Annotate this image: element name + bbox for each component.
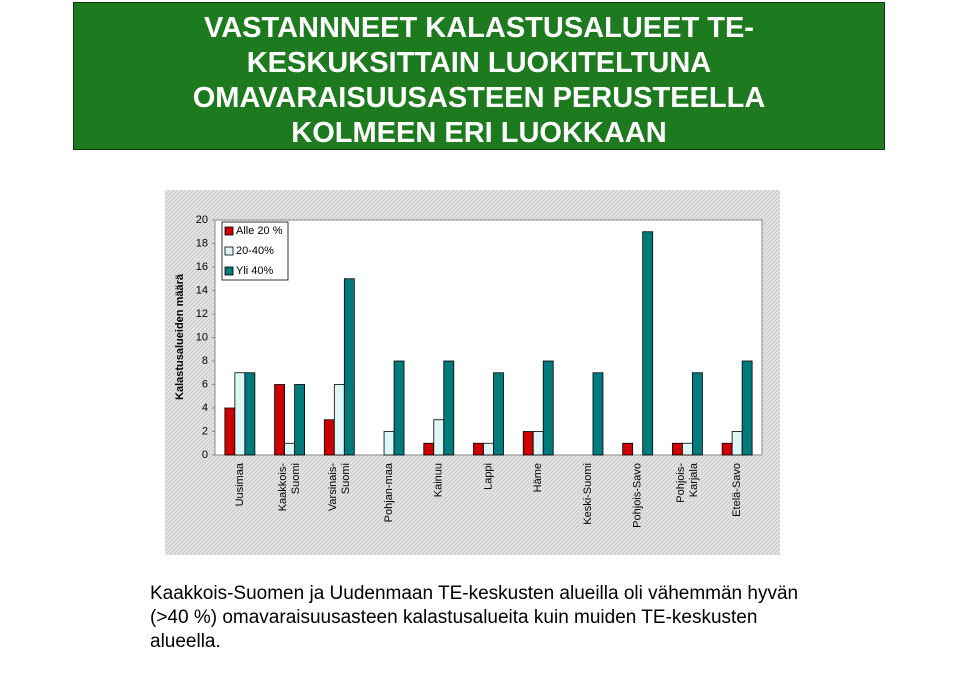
y-tick-label: 6 <box>202 378 208 390</box>
y-tick-label: 4 <box>202 402 208 414</box>
x-tick-label: Keski-Suomi <box>582 463 594 525</box>
x-tick-label: Häme <box>532 463 544 492</box>
plot-area <box>214 219 763 456</box>
bar <box>323 419 335 456</box>
bar <box>672 442 683 456</box>
y-tick-label: 18 <box>196 237 208 249</box>
y-tick-label: 12 <box>196 308 208 320</box>
legend-label: Yli 40% <box>236 265 274 277</box>
caption: Kaakkois-Suomen ja Uudenmaan TE-keskuste… <box>150 583 799 652</box>
y-tick-label: 10 <box>196 331 208 343</box>
bar <box>343 278 355 456</box>
bar <box>443 360 455 456</box>
legend-swatch <box>224 266 234 276</box>
legend-swatch <box>224 226 234 236</box>
bar <box>522 431 534 456</box>
bar <box>294 384 305 456</box>
bar <box>493 372 504 456</box>
slide-title: VASTANNNEET KALASTUSALUEET TE-KESKUKSITT… <box>73 2 885 150</box>
legend-label: Alle 20 % <box>236 225 283 237</box>
bar <box>393 360 405 456</box>
bar <box>592 372 604 456</box>
y-tick-label: 16 <box>196 261 208 273</box>
bar <box>532 431 544 456</box>
bar <box>483 442 494 456</box>
bar <box>244 372 256 456</box>
bar <box>383 431 395 456</box>
x-tick-label: Uusimaa <box>234 462 246 506</box>
bar <box>622 442 634 456</box>
x-tick-label: Pohjois-Savo <box>632 463 644 528</box>
bar <box>234 372 246 456</box>
bar <box>692 372 703 456</box>
bar <box>433 419 445 456</box>
x-tick-label: Kaakkois-Suomi <box>277 463 302 512</box>
x-tick-label: Pohjois-Karjala <box>675 462 700 503</box>
y-tick-label: 8 <box>202 355 208 367</box>
bar <box>423 442 435 456</box>
x-tick-label: Varsinais-Suomi <box>327 463 352 511</box>
legend: Alle 20 % 20-40% Yli 40% <box>221 221 289 281</box>
bar <box>224 407 236 456</box>
x-tick-label: Kainuu <box>433 463 445 497</box>
bar <box>333 384 345 456</box>
chart: Kalastusalueiden määrä 0 2 4 6 8 10 12 14 16 18 20… <box>165 190 780 555</box>
y-tick-label: 14 <box>196 284 208 296</box>
legend-swatch <box>224 246 234 256</box>
bar <box>741 360 753 456</box>
x-tick-label: Pohjan-maa <box>383 462 395 522</box>
bar <box>682 442 693 456</box>
y-tick-label: 0 <box>202 449 208 461</box>
y-tick-label: 2 <box>202 425 208 437</box>
bar <box>642 231 654 456</box>
bar <box>542 360 554 456</box>
x-tick-label: Lappi <box>482 463 494 490</box>
bar <box>274 384 285 456</box>
bar <box>731 431 743 456</box>
y-axis-label: Kalastusalueiden määrä <box>174 273 186 400</box>
bar <box>721 442 733 456</box>
y-tick-label: 20 <box>196 214 208 226</box>
legend-label: 20-40% <box>236 245 274 257</box>
x-tick-label: Etelä-Savo <box>731 463 743 517</box>
bar <box>473 442 484 456</box>
bar <box>284 442 295 456</box>
